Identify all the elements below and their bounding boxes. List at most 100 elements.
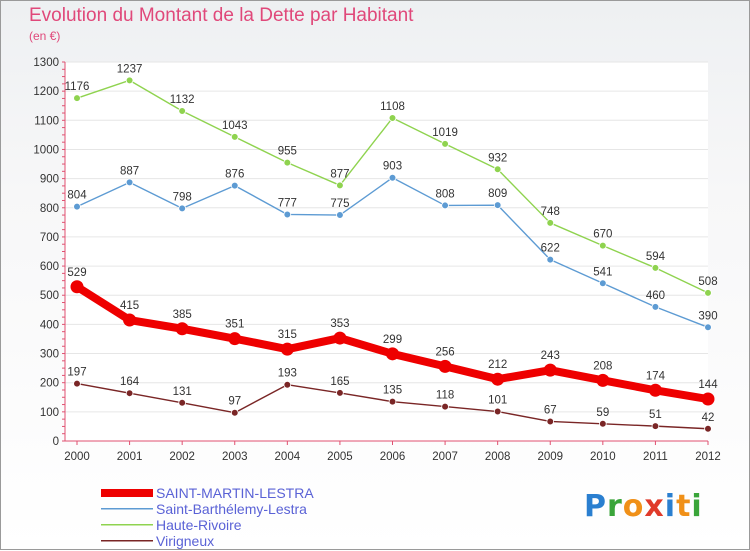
legend-swatch	[101, 486, 153, 500]
x-tick-label: 2006	[380, 451, 406, 463]
data-label: 876	[225, 169, 244, 181]
x-tick-label: 2010	[590, 451, 616, 463]
data-label: 1043	[222, 120, 248, 132]
data-label: 256	[435, 346, 454, 358]
data-label: 529	[67, 267, 86, 279]
data-label: 748	[541, 206, 560, 218]
data-label: 315	[278, 329, 297, 341]
data-label: 1237	[117, 63, 143, 75]
chart-unit-label: (en €)	[29, 29, 61, 43]
data-point	[596, 373, 610, 387]
data-label: 51	[649, 409, 662, 421]
data-point	[73, 94, 81, 102]
x-tick-label: 2001	[117, 451, 143, 463]
x-tick-label: 2009	[537, 451, 563, 463]
data-point	[651, 264, 660, 272]
data-label: 670	[593, 229, 612, 241]
legend-label: Haute-Rivoire	[156, 517, 242, 533]
data-point	[178, 399, 186, 407]
chart-title: Evolution du Montant de la Dette par Hab…	[29, 5, 414, 26]
y-tick-label: 300	[40, 349, 59, 361]
data-label: 135	[383, 385, 402, 397]
data-label: 385	[173, 309, 192, 321]
y-tick-label: 1100	[34, 115, 59, 127]
logo-letter: o	[622, 489, 645, 524]
y-tick-label: 1300	[33, 57, 59, 69]
y-tick-label: 600	[40, 261, 59, 273]
data-label: 955	[278, 146, 297, 158]
logo-letter: i	[691, 489, 703, 524]
proxiti-logo: Proxiti	[584, 489, 703, 524]
x-tick-label: 2008	[485, 451, 511, 463]
y-tick-label: 1000	[33, 144, 59, 156]
data-point	[178, 204, 186, 213]
data-point	[283, 380, 292, 389]
y-tick-label: 900	[40, 174, 59, 186]
y-tick-label: 800	[40, 203, 59, 215]
data-label: 415	[120, 300, 139, 312]
data-point	[388, 173, 397, 182]
data-label: 1108	[380, 101, 405, 113]
data-point	[388, 114, 397, 122]
data-point	[336, 181, 344, 190]
data-point	[125, 178, 134, 187]
data-point	[125, 389, 134, 397]
data-label: 174	[646, 370, 666, 382]
legend-label: Virigneux	[156, 533, 215, 549]
data-point	[704, 424, 712, 433]
data-label: 804	[67, 190, 87, 202]
legend-label: Saint-Barthélemy-Lestra	[156, 501, 307, 517]
data-label: 131	[173, 386, 192, 398]
data-label: 932	[488, 152, 507, 164]
data-label: 351	[225, 319, 244, 331]
data-point	[493, 201, 502, 209]
data-label: 197	[67, 367, 86, 379]
y-tick-label: 700	[40, 232, 59, 244]
data-label: 1132	[170, 94, 195, 106]
data-point	[599, 241, 607, 250]
data-point	[336, 389, 344, 397]
data-point	[280, 342, 294, 356]
data-point	[73, 202, 81, 211]
legend-swatch	[101, 534, 153, 548]
data-label: 118	[436, 390, 454, 402]
data-point	[599, 419, 607, 428]
data-point	[125, 76, 134, 85]
y-tick-label: 0	[53, 436, 59, 448]
logo-letter: r	[607, 489, 623, 524]
data-label: 243	[541, 350, 560, 362]
data-label: 353	[330, 318, 349, 330]
y-tick-label: 200	[40, 378, 59, 390]
data-label: 903	[383, 161, 402, 173]
data-point	[175, 322, 189, 336]
data-point	[178, 107, 186, 115]
logo-letter: x	[644, 489, 665, 524]
x-tick-label: 2005	[327, 451, 353, 463]
data-label: 101	[488, 395, 507, 407]
data-point	[73, 379, 81, 388]
y-tick-label: 400	[40, 319, 59, 331]
data-point	[491, 372, 505, 386]
data-point	[438, 359, 452, 373]
data-point	[441, 140, 449, 148]
data-label: 508	[698, 276, 717, 288]
data-point	[546, 417, 555, 426]
data-label: 887	[120, 165, 139, 177]
data-point	[386, 347, 399, 361]
data-label: 212	[488, 359, 507, 371]
data-point	[543, 363, 557, 377]
data-point	[283, 158, 292, 167]
data-point	[701, 392, 715, 406]
data-label: 1176	[65, 81, 90, 93]
data-point	[651, 303, 660, 311]
data-point	[228, 332, 242, 346]
x-tick-label: 2004	[275, 451, 301, 463]
data-label: 622	[541, 243, 560, 255]
data-point	[546, 219, 555, 227]
data-point	[648, 383, 662, 397]
data-label: 59	[596, 407, 609, 419]
x-tick-label: 2003	[222, 451, 248, 463]
data-label: 208	[593, 360, 612, 372]
data-point	[333, 331, 347, 345]
